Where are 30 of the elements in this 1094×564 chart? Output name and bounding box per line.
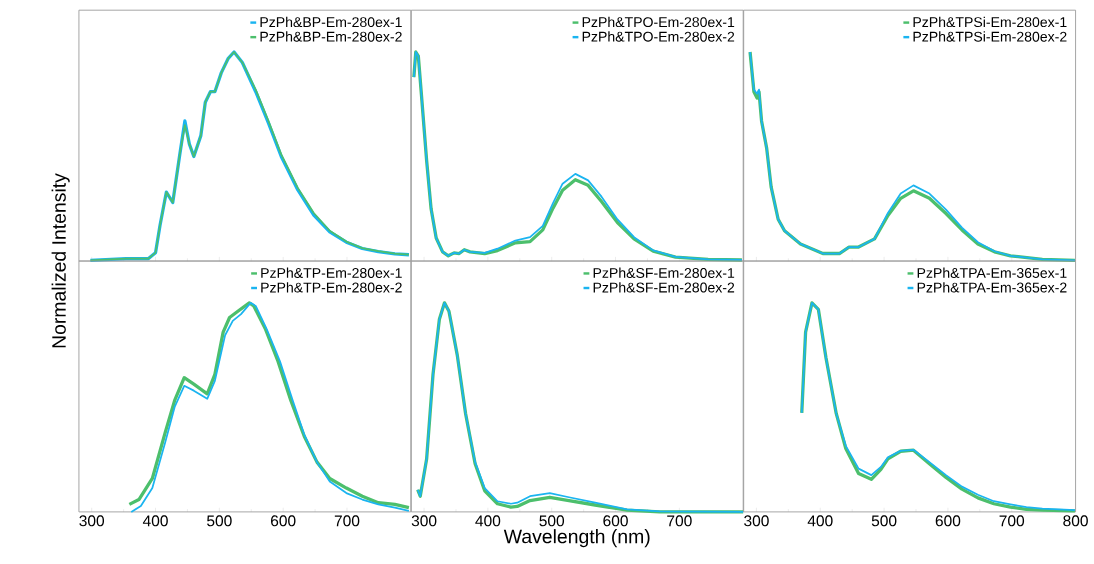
x-tick-label: 400 [475,515,501,527]
legend-label: PzPh&TP-Em-280ex-2 [261,282,402,293]
x-tick-label: 300 [411,515,437,527]
legend-label: PzPh&BP-Em-280ex-1 [260,16,402,28]
x-tick-label: 800 [1063,515,1088,527]
x-tick-label: 700 [334,515,360,527]
x-tick-label: 400 [142,515,168,527]
legend-label: PzPh&SF-Em-280ex-2 [593,282,735,293]
legend-label: PzPh&TPA-Em-365ex-2 [917,282,1067,293]
legend-label: PzPh&TPSi-Em-280ex-1 [913,16,1067,28]
x-tick-label: 600 [935,515,961,527]
x-tick-label: 700 [667,515,692,527]
x-tick-label: 500 [871,515,897,527]
y-axis-title: Normalized Intensity [51,173,70,348]
x-axis-title: Wavelength (nm) [503,529,650,548]
x-tick-label: 700 [999,515,1025,527]
x-tick-label: 500 [207,515,232,527]
x-tick-label: 600 [271,515,296,527]
x-tick-label: 500 [539,515,565,527]
legend-label: PzPh&TP-Em-280ex-1 [261,267,402,279]
x-tick-label: 300 [79,515,105,527]
x-tick-label: 600 [603,515,628,527]
legend-label: PzPh&TPSi-Em-280ex-2 [913,31,1067,42]
legend-label: PzPh&SF-Em-280ex-1 [593,267,735,279]
legend-label: PzPh&BP-Em-280ex-2 [260,31,402,42]
legend-label: PzPh&TPA-Em-365ex-1 [917,267,1067,279]
legend-label: PzPh&TPO-Em-280ex-2 [582,31,735,42]
x-tick-label: 300 [744,515,769,527]
legend-label: PzPh&TPO-Em-280ex-1 [582,16,735,28]
x-tick-label: 400 [807,515,833,527]
